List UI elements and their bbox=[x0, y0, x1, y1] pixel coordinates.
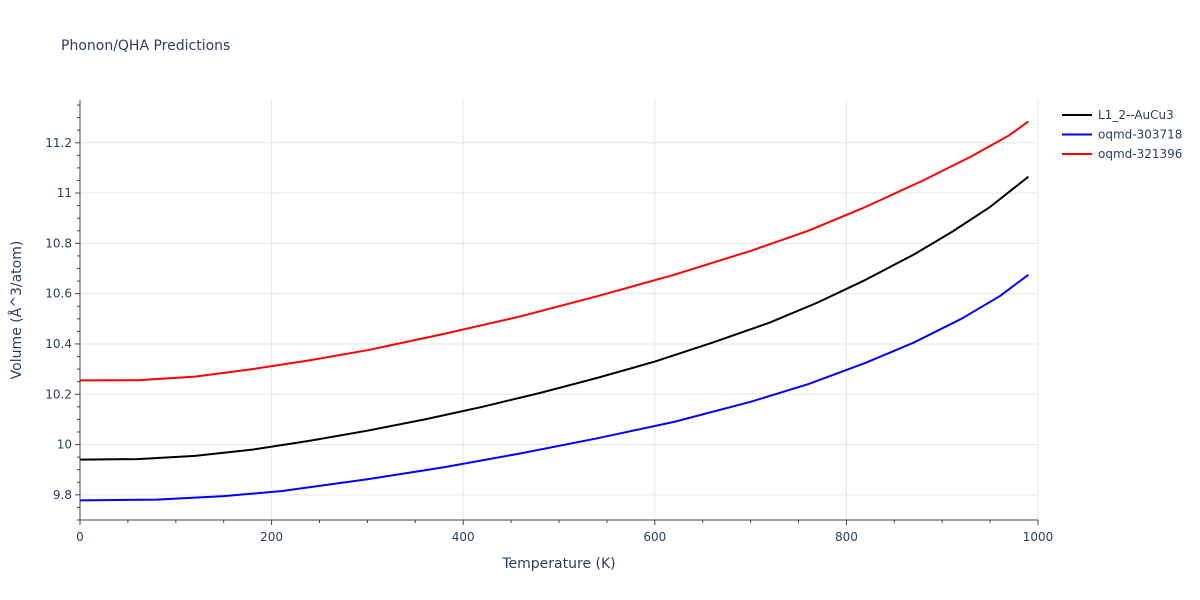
y-tick-label: 11 bbox=[57, 186, 72, 200]
legend-label: oqmd-303718 bbox=[1098, 128, 1182, 142]
series-line-2 bbox=[79, 120, 1029, 382]
x-tick-label: 800 bbox=[835, 530, 858, 544]
legend: L1_2--AuCu3 oqmd-303718 oqmd-321396 bbox=[1062, 108, 1182, 161]
x-tick-label: 0 bbox=[76, 530, 84, 544]
y-tick-label: 10.6 bbox=[45, 287, 72, 301]
y-tick-label: 10.2 bbox=[45, 387, 72, 401]
y-axis-title: Volume (Å^3/atom) bbox=[8, 241, 25, 380]
axis-layer: 0 200 400 600 800 1000 9.8 10 10.2 10.4 10.6 10.8 11… bbox=[45, 100, 1053, 544]
legend-item[interactable]: oqmd-321396 bbox=[1062, 147, 1182, 161]
x-tick-label: 1000 bbox=[1023, 530, 1054, 544]
x-tick-label: 400 bbox=[452, 530, 475, 544]
x-tick-label: 600 bbox=[643, 530, 666, 544]
legend-item[interactable]: L1_2--AuCu3 bbox=[1062, 108, 1174, 122]
legend-item[interactable]: oqmd-303718 bbox=[1062, 128, 1182, 142]
series-line-1 bbox=[79, 273, 1029, 502]
y-tick-label: 11.2 bbox=[45, 136, 72, 150]
series-layer bbox=[79, 120, 1030, 502]
y-tick-label: 10 bbox=[57, 438, 72, 452]
y-tick-label: 9.8 bbox=[53, 488, 72, 502]
grid-layer bbox=[80, 100, 1039, 520]
y-tick-label: 10.4 bbox=[45, 337, 72, 351]
y-tick-label: 10.8 bbox=[45, 236, 72, 250]
chart-title: Phonon/QHA Predictions bbox=[61, 38, 230, 54]
x-tick-label: 200 bbox=[260, 530, 283, 544]
legend-label: oqmd-321396 bbox=[1098, 147, 1182, 161]
series-line-0 bbox=[79, 175, 1030, 461]
legend-label: L1_2--AuCu3 bbox=[1098, 108, 1174, 122]
x-axis-title: Temperature (K) bbox=[501, 556, 615, 572]
